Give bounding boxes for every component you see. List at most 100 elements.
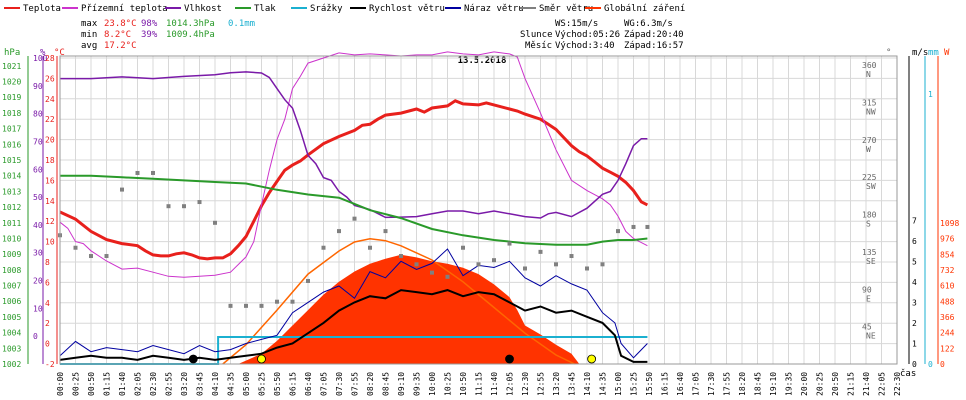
sun-label: Slunce: [520, 30, 553, 40]
series-n-raz-v-tru: [59, 248, 648, 359]
humidity-tick: 40: [33, 221, 43, 230]
wind-direction-point: [507, 241, 512, 246]
radiation-tick: 244: [940, 329, 955, 338]
wind-direction-point: [414, 262, 419, 267]
rain-tick: 0: [928, 360, 933, 369]
x-tick: 21:15: [847, 372, 856, 396]
temperature-tick: 10: [45, 238, 55, 247]
sunset-marker: [587, 354, 597, 364]
humidity-tick: 20: [33, 277, 43, 286]
x-tick: 07:55: [351, 372, 360, 396]
radiation-tick: 1098: [940, 219, 959, 228]
x-tick: 07:05: [320, 372, 329, 396]
temperature-tick: 8: [45, 258, 50, 267]
pressure-tick: 1006: [2, 297, 21, 306]
series-p-zemn-teplota: [59, 51, 648, 278]
left-axes: hPa% °C1002100310041005100610071008100910…: [2, 48, 65, 369]
temperature-tick: 20: [45, 136, 55, 145]
pressure-tick: 1008: [2, 266, 21, 275]
temperature-tick: 14: [45, 197, 55, 206]
wind-direction-point: [461, 245, 465, 250]
wind-speed-tick: 1: [912, 339, 917, 348]
wind-direction-point: [631, 224, 636, 229]
x-tick: 00:00: [56, 372, 65, 396]
stat-pressure: 1014.3hPa: [166, 19, 215, 29]
wind-direction-point: [430, 270, 434, 275]
x-tick: 06:40: [304, 372, 313, 396]
humidity-tick: 10: [33, 304, 43, 313]
direction-axis-unit: °: [886, 48, 891, 58]
pressure-tick: 1003: [2, 344, 21, 353]
wind-gust-max: WG:6.3m/s: [624, 19, 673, 29]
pressure-tick: 1013: [2, 187, 21, 196]
x-tick: 21:40: [862, 372, 871, 396]
pressure-tick: 1007: [2, 282, 21, 291]
x-tick: 10:00: [428, 372, 437, 396]
pressure-tick: 1002: [2, 360, 21, 369]
temperature-tick: -2: [45, 360, 55, 369]
direction-tick: 90: [862, 285, 872, 294]
chart-title: 13.5.2018: [458, 56, 507, 66]
x-tick: 20:00: [800, 372, 809, 396]
x-tick: 22:30: [893, 372, 902, 396]
humidity-tick: 60: [33, 165, 43, 174]
pressure-tick: 1012: [2, 203, 21, 212]
x-tick: 04:35: [227, 372, 236, 396]
wind-speed-tick: 4: [912, 278, 917, 287]
x-tick: 12:55: [537, 372, 546, 396]
x-tick: 11:15: [475, 372, 484, 396]
x-tick: 19:35: [785, 372, 794, 396]
radiation-tick: 854: [940, 250, 955, 259]
legend: Teplota Přízemní teplota Vlhkost Tlak Srážky…: [4, 4, 685, 14]
wind-direction-point: [151, 170, 155, 175]
legend-label: Rychlost větru: [369, 4, 445, 14]
wind-direction-point: [585, 266, 589, 271]
legend-label: Směr větru: [539, 4, 593, 14]
x-tick: 01:15: [103, 372, 112, 396]
wind-direction-point: [554, 262, 558, 267]
wind-direction-point: [244, 303, 248, 308]
wind-direction-point: [259, 303, 264, 308]
x-tick: 18:45: [754, 372, 763, 396]
wind-direction-point: [569, 254, 574, 259]
x-tick: 06:15: [289, 372, 298, 396]
x-tick: 16:15: [661, 372, 670, 396]
temperature-tick: 2: [45, 319, 50, 328]
wind-direction-point: [197, 200, 202, 205]
wind-direction-points: [58, 170, 650, 308]
direction-tick-label: W: [866, 145, 871, 154]
temperature-tick: 4: [45, 299, 50, 308]
humidity-tick: 100: [33, 54, 48, 63]
x-tick: 09:35: [413, 372, 422, 396]
temperature-tick: 22: [45, 115, 55, 124]
temperature-tick: 0: [45, 340, 50, 349]
pressure-tick: 1004: [2, 329, 21, 338]
wind-direction-point: [306, 278, 310, 283]
pressure-tick: 1017: [2, 125, 21, 134]
wind-direction-point: [73, 245, 78, 250]
x-tick: 01:40: [118, 372, 127, 396]
humidity-axis-unit: %: [40, 48, 46, 58]
series-vlhkost: [60, 71, 648, 219]
x-tick: 09:10: [397, 372, 406, 396]
x-tick: 03:20: [180, 372, 189, 396]
pressure-tick: 1019: [2, 93, 21, 102]
radiation-tick: 122: [940, 344, 955, 353]
x-tick: 14:10: [583, 372, 592, 396]
humidity-tick: 80: [33, 110, 43, 119]
wind-direction-point: [120, 187, 124, 192]
radiation-axis-unit: W: [944, 48, 950, 58]
wind-direction-point: [476, 262, 481, 267]
stat-pressure: 1009.4hPa: [166, 30, 215, 40]
radiation-tick: 732: [940, 266, 955, 275]
legend-label: Teplota: [23, 4, 61, 14]
temperature-tick: 6: [45, 278, 50, 287]
x-tick: 15:50: [645, 372, 654, 396]
x-tick: 12:05: [506, 372, 515, 396]
temperature-tick: 16: [45, 176, 55, 185]
pressure-tick: 1014: [2, 172, 21, 181]
x-tick: 05:25: [258, 372, 267, 396]
radiation-tick: 366: [940, 313, 955, 322]
legend-label: Tlak: [254, 4, 276, 14]
